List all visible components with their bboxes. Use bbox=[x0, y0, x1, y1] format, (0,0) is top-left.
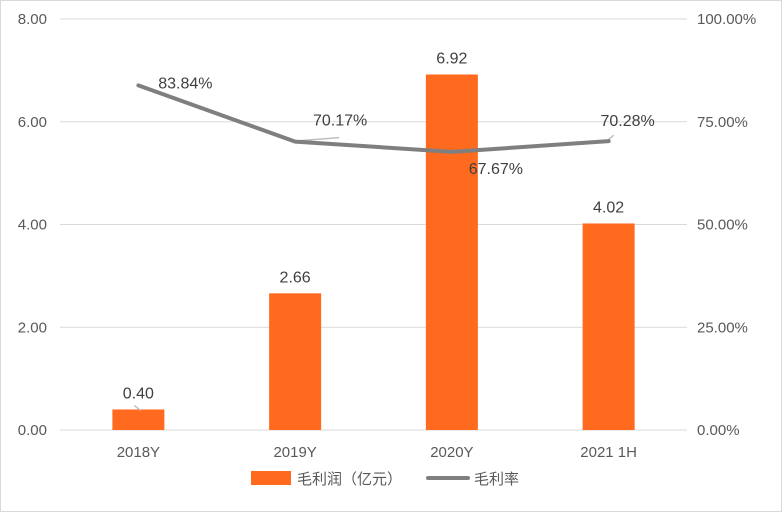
x-tick-label: 2020Y bbox=[430, 444, 473, 461]
legend: 毛利润（亿元） 毛利率 bbox=[251, 471, 519, 488]
line-value-label: 70.17% bbox=[313, 113, 367, 130]
line-series bbox=[136, 83, 611, 154]
y-right-tick-label: 100.00% bbox=[697, 11, 756, 28]
y-left-tick-label: 8.00 bbox=[18, 11, 47, 28]
line-value-label: 83.84% bbox=[158, 75, 212, 92]
legend-label-gross-margin: 毛利率 bbox=[474, 471, 519, 488]
bar-series bbox=[112, 74, 635, 431]
bar-value-label: 2.66 bbox=[280, 269, 311, 286]
y-right-tick-label: 0.00% bbox=[697, 422, 740, 439]
x-tick-label: 2019Y bbox=[273, 444, 316, 461]
legend-label-gross-profit: 毛利润（亿元） bbox=[297, 471, 402, 488]
x-tick-label: 2021 1H bbox=[580, 444, 637, 461]
bar bbox=[582, 223, 635, 430]
y-left-tick-label: 6.00 bbox=[18, 114, 47, 131]
gross-margin-line bbox=[136, 83, 611, 154]
leader-line bbox=[133, 404, 141, 412]
x-tick-label: 2018Y bbox=[117, 444, 160, 461]
bar bbox=[425, 74, 478, 431]
y-left-tick-label: 0.00 bbox=[18, 422, 47, 439]
gridlines bbox=[60, 18, 687, 431]
y-left-tick-label: 4.00 bbox=[18, 217, 47, 234]
y-right-tick-label: 50.00% bbox=[697, 217, 748, 234]
line-value-label: 67.67% bbox=[469, 161, 523, 178]
bar bbox=[269, 293, 322, 430]
axis-tick-labels: 0.00 2.00 4.00 6.00 8.00 0.00% 25.00% 50.00% 75.… bbox=[18, 11, 756, 461]
bar-value-label: 6.92 bbox=[436, 50, 467, 67]
data-labels: 0.40 2.66 6.92 4.02 83.84% 70.17% 67.67% 70.28% bbox=[123, 50, 655, 402]
label-leader-lines bbox=[133, 134, 615, 412]
bar bbox=[112, 409, 165, 430]
leader-line bbox=[300, 136, 340, 142]
y-left-tick-label: 2.00 bbox=[18, 319, 47, 336]
line-value-label: 70.28% bbox=[600, 113, 654, 130]
bar-value-label: 4.02 bbox=[593, 199, 624, 216]
legend-swatch-gross-profit bbox=[251, 471, 291, 485]
bar-value-label: 0.40 bbox=[123, 385, 154, 402]
y-right-tick-label: 75.00% bbox=[697, 114, 748, 131]
y-right-tick-label: 25.00% bbox=[697, 319, 748, 336]
